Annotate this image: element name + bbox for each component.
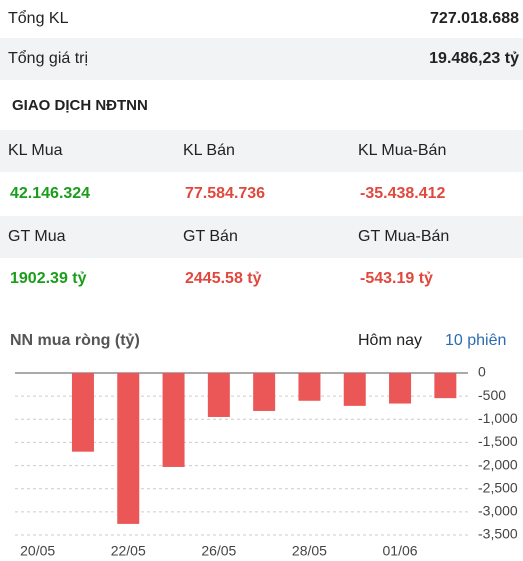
table-header: GT Bán [183,228,238,245]
chart-header: NN mua ròng (tỷ) Hôm nay 10 phiên [0,326,523,356]
x-tick-label: 20/05 [20,543,55,559]
table-value: 1902.39 tỷ [10,270,87,287]
table-row: 42.146.324 77.584.736 -35.438.412 [0,172,523,216]
table-header: KL Mua-Bán [358,142,447,159]
bar [207,373,230,417]
table-value: 42.146.324 [10,185,91,202]
bar [117,373,140,524]
tab[interactable]: 10 phiên [445,332,507,349]
y-tick-label: -1,500 [478,433,518,449]
table-row: KL Mua KL Bán KL Mua-Bán [0,130,523,172]
table-value: -543.19 tỷ [360,270,433,287]
y-tick-label: -500 [478,387,506,403]
table-header: GT Mua [8,228,66,245]
bar [389,373,412,404]
y-tick-label: -2,500 [478,479,518,495]
label: Tổng KL [8,10,69,27]
label: Tổng giá trị [8,50,89,67]
x-tick-label: 26/05 [201,543,236,559]
table-value: 2445.58 tỷ [185,270,262,287]
y-tick-label: -1,000 [478,410,518,426]
table-header: KL Mua [8,142,63,159]
value: 727.018.688 [430,10,519,27]
bar [253,373,276,411]
summary-row: Tổng giá trị 19.486,23 tỷ [0,38,523,80]
bar [298,373,321,401]
x-tick-label: 22/05 [111,543,146,559]
table-value: -35.438.412 [360,185,446,202]
value: 19.486,23 tỷ [429,50,519,67]
tab[interactable]: Hôm nay [358,332,423,349]
bar [71,373,94,452]
table-row: 1902.39 tỷ 2445.58 tỷ -543.19 tỷ [0,258,523,300]
bar [434,373,457,399]
chart-title: NN mua ròng (tỷ) [10,332,140,349]
x-tick-label: 01/06 [383,543,418,559]
table-header: GT Mua-Bán [358,228,450,245]
table-row: GT Mua GT Bán GT Mua-Bán [0,216,523,258]
y-tick-label: -3,000 [478,503,518,519]
x-tick-label: 28/05 [292,543,327,559]
bar [162,373,185,467]
table-value: 77.584.736 [185,185,266,202]
y-tick-label: 0 [478,364,486,380]
y-tick-label: -2,000 [478,456,518,472]
summary-row: Tổng KL 727.018.688 [0,0,523,38]
y-tick-label: -3,500 [478,526,518,542]
bar [343,373,366,406]
section-title: GIAO DỊCH NĐTNN [0,84,523,126]
section-title-text: GIAO DỊCH NĐTNN [12,96,148,114]
chart: 0 -500 -1,000 -1,500 -2,000 -2,500 -3,000 -3,50… [15,364,518,559]
table-header: KL Bán [183,142,235,159]
